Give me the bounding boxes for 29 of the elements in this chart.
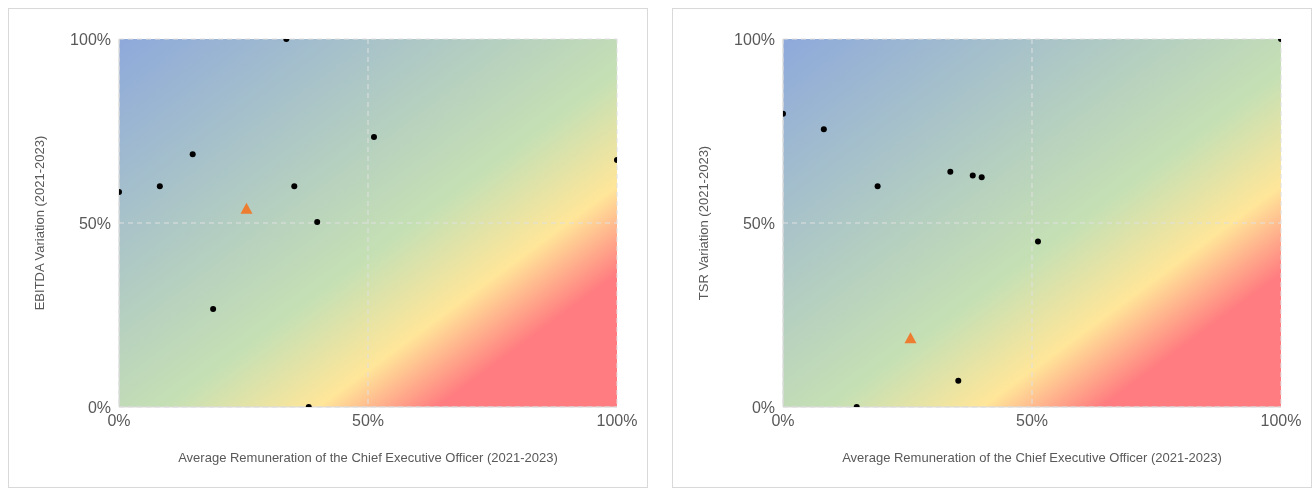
point (210, 306, 217, 313)
point (969, 172, 976, 179)
y-axis-title: TSR Variation (2021-2023) (695, 145, 711, 301)
x-tick-label: 50% (1015, 412, 1049, 430)
x-axis-title: Average Remuneration of the Chief Executive Officer (2021-2023) (842, 450, 1222, 465)
point (947, 168, 954, 175)
x-tick-label: 0% (107, 412, 131, 430)
x-axis-title: Average Remuneration of the Chief Executive Officer (2021-2023) (178, 450, 558, 465)
x-tick-label: 50% (351, 412, 385, 430)
point (314, 218, 321, 225)
point (1034, 238, 1041, 245)
point (189, 151, 196, 158)
point (820, 126, 827, 133)
y-axis-title: EBITDA Variation (2021-2023) (31, 135, 47, 311)
point (156, 183, 163, 190)
y-tick-label: 100% (734, 30, 775, 48)
point (370, 133, 377, 140)
x-tick-label: 100% (596, 412, 638, 430)
x-tick-label: 0% (771, 412, 795, 430)
y-tick-label: 50% (78, 214, 111, 232)
point (904, 332, 917, 344)
x-tick-label: 100% (1260, 412, 1302, 430)
point (240, 202, 253, 214)
point (291, 183, 298, 190)
point (874, 183, 881, 190)
point (955, 377, 962, 384)
y-tick-label: 100% (70, 30, 111, 48)
point (978, 174, 985, 181)
y-tick-label: 50% (742, 214, 775, 232)
